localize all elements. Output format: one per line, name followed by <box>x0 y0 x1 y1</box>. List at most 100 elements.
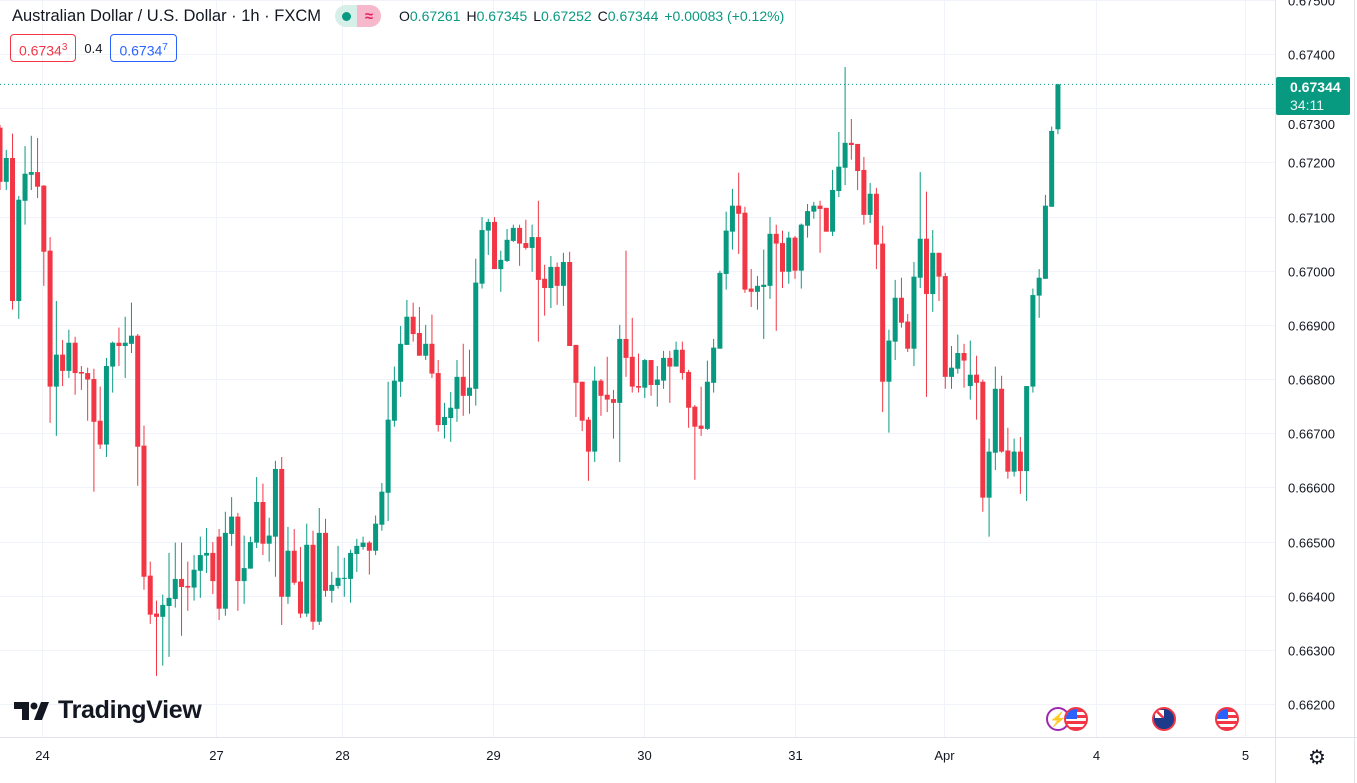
candle-up <box>66 329 72 378</box>
candle-down <box>679 341 685 380</box>
candle-down <box>1005 427 1011 479</box>
candle-up <box>441 402 447 439</box>
candle-body <box>729 205 735 232</box>
candle-down <box>523 219 529 250</box>
candle-body <box>873 193 879 245</box>
candle-body <box>842 142 848 168</box>
candle-down <box>974 355 980 420</box>
candle-body <box>992 388 998 453</box>
change-value: +0.00083 (+0.12%) <box>664 8 785 24</box>
status-badges[interactable]: ≈ <box>335 5 381 27</box>
candle-body <box>761 284 767 287</box>
candle-down <box>742 206 748 293</box>
candle-down <box>936 252 942 302</box>
candle-body <box>78 371 84 374</box>
candle-up <box>673 341 679 367</box>
us-flag-icon[interactable] <box>1215 707 1239 731</box>
candle-down <box>297 546 303 618</box>
candle-body <box>923 238 929 294</box>
candle-down <box>235 512 241 611</box>
candle-down <box>366 540 372 575</box>
candle-body <box>517 227 523 244</box>
candle-up <box>3 149 9 190</box>
candle-body <box>141 445 147 577</box>
sell-button[interactable]: 0.67343 <box>10 34 77 62</box>
candle-down <box>598 379 604 416</box>
candle-up <box>842 67 848 186</box>
candle-up <box>204 527 210 573</box>
candle-up <box>103 357 109 458</box>
candle-body <box>498 259 504 270</box>
logo-text: TradingView <box>58 696 202 724</box>
candle-body <box>266 535 272 544</box>
candle-body <box>567 262 573 346</box>
candle-down <box>999 375 1005 453</box>
candle-body <box>748 288 754 292</box>
candle-up <box>1030 288 1036 393</box>
candle-body <box>247 542 253 569</box>
candle-up <box>110 341 116 393</box>
tradingview-logo[interactable]: TradingView <box>14 696 202 725</box>
candle-up <box>285 526 291 604</box>
candle-up <box>241 535 247 604</box>
candle-body <box>291 550 297 583</box>
candle-down <box>823 207 829 232</box>
candle-body <box>830 189 836 232</box>
candle-body <box>629 356 635 387</box>
candle-up <box>1049 126 1055 207</box>
candle-body <box>585 419 591 452</box>
candle-down <box>636 353 642 393</box>
candle-body <box>955 353 961 369</box>
candle-down <box>629 317 635 393</box>
spread-value: 0.4 <box>84 40 103 56</box>
time-tick-label: 27 <box>209 748 223 763</box>
market-open-dot-icon[interactable] <box>335 5 357 27</box>
candle-down <box>492 217 498 270</box>
candle-up <box>448 392 454 442</box>
candle-up <box>529 224 535 272</box>
sell-price: 0.6734 <box>19 42 62 59</box>
candle-body <box>460 376 466 396</box>
buy-button[interactable]: 0.67347 <box>110 34 177 62</box>
candle-up <box>1024 386 1030 501</box>
buy-price-pip: 7 <box>162 42 168 53</box>
candle-up <box>729 188 735 250</box>
time-tick-label: 4 <box>1093 748 1100 763</box>
candle-up <box>560 252 566 306</box>
time-tick-label: Apr <box>934 748 955 763</box>
price-axis[interactable]: 0.67500 0.67400 0.67300 0.67200 0.67100 0.670… <box>1288 0 1335 713</box>
candle-up <box>485 218 491 255</box>
au-flag-icon[interactable] <box>1152 707 1176 731</box>
candle-up <box>454 360 460 422</box>
candle-body <box>560 262 566 286</box>
candle-body <box>773 233 779 244</box>
candle-up <box>254 477 260 549</box>
candle-body <box>35 172 41 187</box>
candle-down <box>0 124 3 190</box>
symbol-title[interactable]: Australian Dollar / U.S. Dollar · 1h · F… <box>12 6 321 25</box>
approx-wave-icon[interactable]: ≈ <box>357 5 381 27</box>
price-tick-label: 0.67100 <box>1288 211 1335 226</box>
candle-up <box>160 594 166 666</box>
candle-body <box>811 205 817 212</box>
time-tick-label: 24 <box>35 748 49 763</box>
candle-up <box>911 262 917 367</box>
candle-body <box>604 394 610 400</box>
candle-down <box>780 230 785 289</box>
candle-down <box>579 381 585 432</box>
candle-down <box>748 269 754 307</box>
candle-body <box>548 266 554 289</box>
candle-up <box>617 324 623 462</box>
ohlc-values: O0.67261 H0.67345 L0.67252 C0.67344 +0.0… <box>399 8 784 24</box>
candle-body <box>1017 451 1023 472</box>
candle-up <box>504 228 510 263</box>
candle-body <box>523 243 529 248</box>
gear-icon[interactable]: ⚙ <box>1308 747 1326 769</box>
time-axis[interactable]: 24 27 28 29 30 31 Apr 4 5 <box>35 748 1249 763</box>
candle-body <box>1005 450 1011 472</box>
candle-body <box>892 297 898 342</box>
us-flag-icon[interactable] <box>1064 707 1088 731</box>
candle-up <box>247 536 253 569</box>
candle-body <box>855 143 861 172</box>
